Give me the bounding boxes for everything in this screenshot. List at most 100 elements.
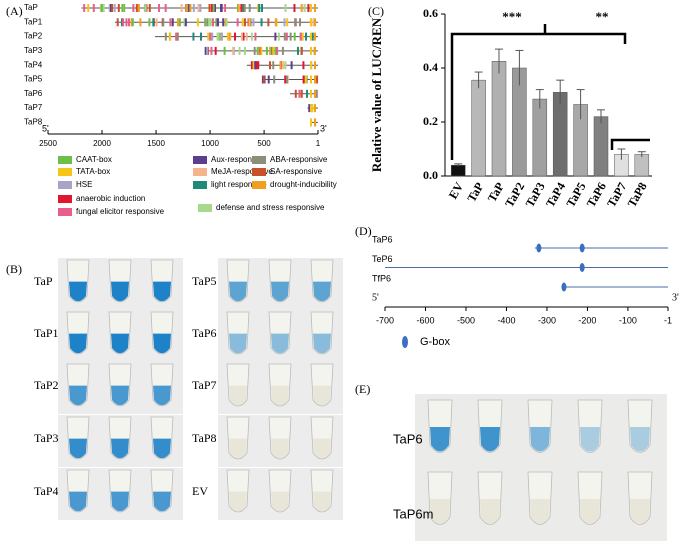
tube-content [153,491,171,512]
element-box [175,32,178,41]
g-box [536,243,542,253]
sample-label: EV [192,484,208,498]
tube-content [271,438,289,459]
tube-content [313,333,331,354]
bar [491,61,507,177]
tube-content [69,438,87,459]
element-box [260,46,263,55]
g-box [579,263,585,272]
element-box [260,4,263,12]
legend-label: TATA-box [76,167,110,176]
element-box [284,4,287,12]
element-box [196,18,199,27]
element-box [257,4,260,12]
element-box [314,118,316,127]
element-box [293,32,296,41]
element-box [208,18,211,27]
sample-photo [415,394,667,541]
element-box [208,4,211,12]
element-box [267,18,270,27]
row-label: TfP6 [372,273,391,283]
element-box [283,18,286,27]
element-box [192,4,195,12]
element-box [243,4,246,12]
tick-label: -400 [497,315,515,325]
tube-content [111,385,129,406]
legend-label: MeJA-responsive [211,167,273,176]
legend-swatch [252,156,266,164]
tick-label: 1500 [147,139,165,148]
element-box [312,18,315,27]
tube-content [111,281,129,302]
element-box [164,4,167,12]
element-box [186,4,189,12]
element-box [285,75,288,84]
element-box [298,18,301,27]
legend-symbol [402,336,408,348]
tube-content [630,499,650,524]
element-box [300,46,303,55]
annotation: ** [596,9,609,24]
error-bar [576,89,585,120]
tick-label: 2500 [39,139,57,148]
tube-content [69,491,87,512]
legend-swatch [58,168,72,176]
element-box [311,32,314,41]
element-box [131,18,134,27]
row-label: TaP8 [24,118,43,127]
sample-label: TaP6 [393,431,423,446]
element-box [254,61,257,70]
element-box [120,18,123,27]
element-box [216,32,219,41]
element-box [127,18,130,27]
tube-content [153,438,171,459]
sample-label: TaP1 [34,326,59,340]
element-box [296,46,299,55]
element-box [310,89,312,98]
error-bar [556,79,565,105]
tube-content [153,281,171,302]
element-box [305,32,308,41]
row-label: TaP3 [24,46,43,55]
element-box [240,4,243,12]
tube-content [229,385,247,406]
end-label: 5' [372,292,379,303]
tube-content [111,491,129,512]
element-box [284,61,287,70]
element-box [224,18,227,27]
element-box [135,4,138,12]
element-box [300,89,303,98]
row-label: TaP7 [24,103,43,112]
tube-content [480,427,500,452]
element-box [310,4,312,12]
element-box [240,32,243,41]
element-box [248,18,251,27]
sample-label: TaP6 [192,326,217,340]
sample-label: TaP6m [393,506,433,521]
element-box [185,4,188,12]
sample-label: TaP8 [192,431,217,445]
element-box [212,4,215,12]
element-box [265,46,268,55]
legend-swatch [193,181,207,189]
element-box [189,4,192,12]
element-box [237,4,240,12]
tick-label: -200 [578,315,596,325]
element-box [110,4,113,12]
element-box [206,18,209,27]
legend-label: ABA-responsive [270,155,328,164]
element-box [314,89,316,98]
element-box [272,46,275,55]
legend-label: anaerobic induction [76,194,145,203]
element-box [247,18,250,27]
element-box [144,4,147,12]
element-box [250,32,253,41]
element-box [271,46,274,55]
element-box [293,4,296,12]
tube-content [69,333,87,354]
element-box [137,4,140,12]
element-box [315,89,318,98]
element-box [117,4,120,12]
y-tick-label: 0.2 [423,114,438,128]
element-box [207,32,210,41]
